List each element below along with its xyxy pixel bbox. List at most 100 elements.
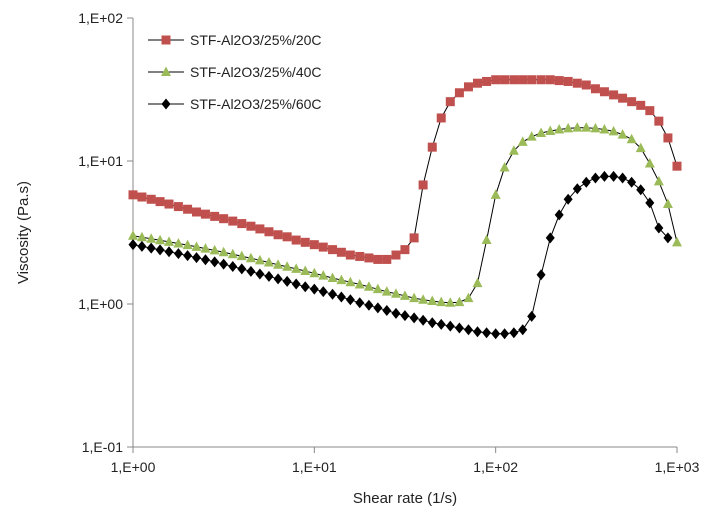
data-point bbox=[309, 267, 320, 278]
data-point bbox=[609, 170, 619, 182]
data-point bbox=[390, 288, 401, 298]
data-point bbox=[672, 236, 682, 247]
legend: STF-Al2O3/25%/20C STF-Al2O3/25%/40C STF-Al… bbox=[148, 32, 322, 112]
data-point bbox=[291, 235, 301, 245]
data-point bbox=[653, 175, 664, 186]
data-point bbox=[409, 292, 420, 303]
data-point bbox=[128, 230, 138, 240]
data-point bbox=[318, 286, 328, 298]
data-point bbox=[636, 100, 646, 110]
data-point bbox=[382, 305, 392, 317]
data-point bbox=[427, 317, 437, 329]
data-point bbox=[218, 246, 229, 257]
data-point bbox=[227, 248, 238, 259]
data-point bbox=[473, 326, 483, 338]
data-point bbox=[210, 211, 220, 221]
data-point bbox=[164, 199, 174, 209]
data-point bbox=[545, 125, 556, 136]
data-point bbox=[191, 241, 202, 251]
data-point bbox=[381, 286, 392, 296]
data-point bbox=[617, 129, 628, 139]
data-point bbox=[254, 254, 265, 265]
data-point bbox=[627, 176, 637, 188]
data-point bbox=[273, 230, 283, 240]
data-point bbox=[245, 252, 256, 263]
data-point bbox=[373, 302, 383, 314]
data-point bbox=[626, 133, 637, 144]
data-point bbox=[200, 243, 211, 253]
data-point bbox=[599, 124, 610, 134]
data-point bbox=[328, 288, 338, 300]
data-point bbox=[418, 294, 429, 304]
data-point bbox=[219, 258, 229, 270]
data-point bbox=[563, 193, 573, 205]
data-point bbox=[445, 297, 456, 307]
data-point bbox=[355, 297, 365, 309]
data-point bbox=[309, 240, 319, 250]
y-tick-label: 1,E+00 bbox=[78, 296, 123, 312]
data-point bbox=[482, 327, 492, 339]
data-point bbox=[164, 236, 175, 246]
data-point bbox=[391, 250, 401, 260]
data-point bbox=[454, 88, 464, 98]
data-point bbox=[454, 322, 464, 334]
data-point bbox=[472, 277, 483, 288]
legend-item: STF-Al2O3/25%/40C bbox=[148, 64, 322, 80]
data-point bbox=[490, 189, 501, 199]
data-point bbox=[590, 84, 600, 94]
data-point bbox=[654, 222, 664, 234]
data-point bbox=[300, 281, 310, 293]
data-point bbox=[608, 125, 619, 136]
x-tick-label: 1,E+01 bbox=[292, 459, 337, 475]
data-point bbox=[282, 232, 292, 242]
x-tick-label: 1,E+03 bbox=[655, 459, 700, 475]
legend-label: STF-Al2O3/25%/60C bbox=[190, 96, 322, 112]
data-point bbox=[309, 283, 319, 295]
data-point bbox=[663, 232, 673, 244]
data-point bbox=[463, 82, 473, 92]
data-point bbox=[345, 250, 355, 260]
data-point bbox=[192, 252, 202, 264]
data-point bbox=[672, 161, 682, 171]
y-tick-label: 1,E-01 bbox=[82, 439, 123, 455]
data-point bbox=[517, 136, 528, 146]
data-point bbox=[364, 299, 374, 311]
legend-item: STF-Al2O3/25%/60C bbox=[148, 96, 322, 112]
data-point bbox=[364, 253, 374, 263]
data-point bbox=[327, 272, 338, 282]
data-point bbox=[536, 269, 546, 281]
data-point bbox=[500, 75, 510, 85]
data-point bbox=[182, 239, 193, 250]
data-point bbox=[291, 263, 302, 273]
data-point bbox=[454, 296, 465, 307]
data-point bbox=[482, 76, 492, 86]
data-point bbox=[255, 268, 265, 280]
data-point bbox=[263, 257, 274, 267]
data-point bbox=[209, 244, 220, 255]
legend-label: STF-Al2O3/25%/20C bbox=[190, 32, 322, 48]
data-point bbox=[554, 209, 564, 221]
y-tick-label: 1,E+02 bbox=[78, 10, 123, 26]
data-point bbox=[336, 291, 346, 303]
data-point bbox=[237, 219, 247, 229]
data-point bbox=[264, 227, 274, 237]
data-point bbox=[291, 278, 301, 290]
data-point bbox=[581, 80, 591, 90]
data-point bbox=[644, 158, 655, 168]
data-point bbox=[427, 142, 437, 152]
data-point bbox=[554, 124, 565, 134]
data-point bbox=[581, 176, 591, 188]
data-point bbox=[418, 180, 428, 190]
data-point bbox=[237, 263, 247, 275]
legend-item: STF-Al2O3/25%/20C bbox=[148, 32, 322, 48]
data-point bbox=[210, 256, 220, 268]
data-point bbox=[173, 202, 183, 212]
data-point bbox=[400, 310, 410, 322]
data-point bbox=[590, 122, 601, 133]
data-point bbox=[645, 106, 655, 116]
data-point bbox=[463, 292, 474, 303]
data-point bbox=[481, 234, 492, 245]
data-point bbox=[155, 234, 166, 245]
series-layer bbox=[128, 75, 682, 340]
data-point bbox=[137, 192, 147, 202]
